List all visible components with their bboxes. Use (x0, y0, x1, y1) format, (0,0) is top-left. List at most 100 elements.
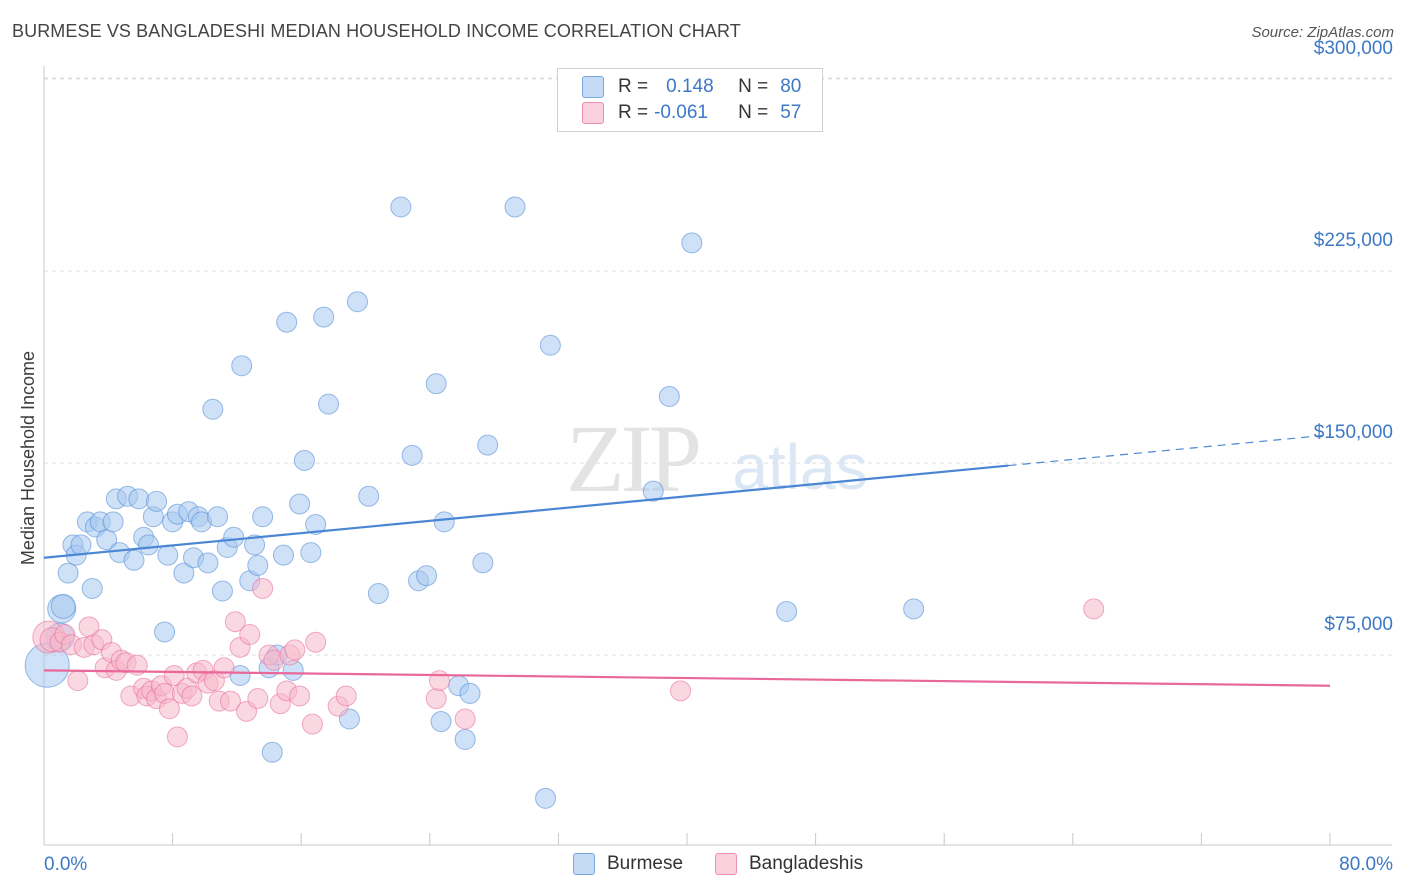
series-layer (24, 196, 1105, 809)
data-point (425, 688, 447, 710)
data-point (202, 398, 224, 420)
legend-n-label: N = (738, 102, 769, 123)
data-point (123, 549, 145, 571)
data-point (213, 657, 235, 679)
correlation-legend: R = 0.148 N = 80 R = -0.061 N = 57 (557, 68, 823, 132)
data-point (276, 311, 298, 333)
data-point (158, 698, 180, 720)
data-point (224, 611, 246, 633)
y-axis-label: Median Household Income (18, 351, 38, 565)
data-point (313, 306, 335, 328)
legend-r-value: -0.061 (654, 102, 708, 123)
data-point (358, 485, 380, 507)
data-point (477, 434, 499, 456)
trend-layer (43, 434, 1331, 687)
source-label: Source: ZipAtlas.com (1251, 24, 1394, 41)
data-point (252, 577, 274, 599)
bottom-legend-burmese: Burmese (573, 851, 683, 877)
data-point (425, 373, 447, 395)
data-point (231, 355, 253, 377)
data-point (197, 552, 219, 574)
data-point (670, 680, 692, 702)
data-point (472, 552, 494, 574)
data-point (390, 196, 412, 218)
data-point (207, 506, 229, 528)
chart-title: BURMESE VS BANGLADESHI MEDIAN HOUSEHOLD … (12, 21, 741, 41)
data-point (247, 688, 269, 710)
legend-n-label: N = (738, 76, 769, 97)
bottom-legend-swatch-bangladeshis (715, 853, 737, 875)
data-point (219, 690, 241, 712)
data-point (157, 544, 179, 566)
legend-swatch-bangladeshis (582, 102, 604, 124)
data-point (126, 654, 148, 676)
watermark-zip: ZIP (566, 405, 699, 512)
bottom-legend-swatch-burmese (573, 853, 595, 875)
data-point (102, 511, 124, 533)
axes (43, 66, 1392, 846)
data-point (163, 664, 185, 686)
data-point (416, 565, 438, 587)
legend-n-value: 57 (780, 102, 802, 123)
data-point (305, 513, 327, 535)
data-point (1083, 598, 1105, 620)
data-point (247, 554, 269, 576)
bottom-legend-label-bangladeshis: Bangladeshis (749, 853, 864, 874)
trend-line-extension-burmese (1008, 434, 1331, 467)
axis-labels: Median Household Income $75,000 $150,000 $… (18, 38, 1393, 875)
data-point (239, 624, 261, 646)
data-point (284, 639, 306, 661)
data-point (401, 444, 423, 466)
data-point (261, 741, 283, 763)
data-point (433, 511, 455, 533)
data-point (173, 562, 195, 584)
data-point (428, 670, 450, 692)
data-point (293, 449, 315, 471)
data-point (454, 708, 476, 730)
data-point (459, 682, 481, 704)
data-point (154, 621, 176, 643)
y-tick-label: $150,000 (1314, 422, 1393, 443)
data-point (903, 598, 925, 620)
data-point (300, 542, 322, 564)
data-point (252, 506, 274, 528)
legend-n-value: 80 (780, 76, 802, 97)
legend-row-burmese: R = 0.148 N = 80 (582, 74, 801, 100)
legend-row-bangladeshis: R = -0.061 N = 57 (582, 100, 801, 126)
legend-r-label: R = (618, 102, 649, 123)
y-tick-label: $300,000 (1314, 38, 1393, 59)
data-point (289, 493, 311, 515)
series-burmese (24, 196, 925, 809)
data-point (430, 711, 452, 733)
data-point (244, 534, 266, 556)
trend-line-burmese (43, 464, 1009, 559)
data-point (318, 393, 340, 415)
y-tick-label: $225,000 (1314, 230, 1393, 251)
data-point (658, 385, 680, 407)
data-point (367, 583, 389, 605)
data-point (335, 685, 357, 707)
bottom-legend-bangladeshis: Bangladeshis (715, 851, 863, 877)
data-point (137, 534, 159, 556)
data-point (57, 562, 79, 584)
data-point (181, 685, 203, 707)
data-point (289, 685, 311, 707)
data-point (454, 728, 476, 750)
data-point (146, 490, 168, 512)
y-tick-label: $75,000 (1324, 614, 1393, 635)
watermark-atlas: atlas (732, 431, 867, 503)
legend-r-value: 0.148 (666, 76, 714, 97)
bottom-legend-label-burmese: Burmese (607, 853, 684, 874)
data-point (81, 577, 103, 599)
data-point (776, 600, 798, 622)
data-point (642, 480, 664, 502)
data-point (211, 580, 233, 602)
data-point (535, 787, 557, 809)
data-point (50, 593, 76, 619)
data-point (504, 196, 526, 218)
series-bangladeshis (32, 577, 1105, 748)
data-point (305, 631, 327, 653)
watermark: ZIP atlas (566, 405, 868, 512)
data-point (223, 526, 245, 548)
